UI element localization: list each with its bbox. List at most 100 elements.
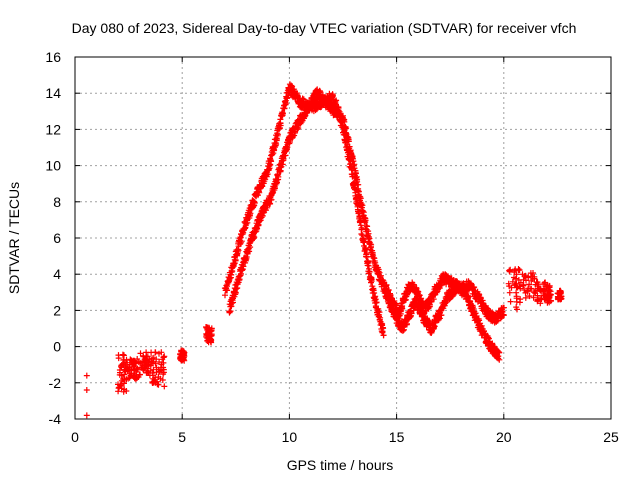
data-point xyxy=(126,364,133,371)
data-point xyxy=(333,97,340,104)
data-point xyxy=(505,280,512,287)
data-point xyxy=(546,282,553,289)
data-point xyxy=(159,356,166,363)
data-point xyxy=(526,293,533,299)
data-point xyxy=(547,291,554,298)
data-point xyxy=(158,361,165,368)
data-point xyxy=(495,348,502,355)
data-point xyxy=(115,385,122,392)
data-point xyxy=(521,287,528,293)
data-point xyxy=(438,312,445,319)
data-point xyxy=(522,294,529,301)
data-point xyxy=(155,374,162,380)
data-point xyxy=(368,241,375,248)
data-point xyxy=(364,260,371,267)
data-point xyxy=(399,305,406,312)
data-point xyxy=(524,287,531,294)
y-tick-label: 4 xyxy=(53,266,61,282)
y-tick-label: -4 xyxy=(49,411,62,427)
data-point xyxy=(137,371,143,378)
data-point xyxy=(150,354,157,361)
data-point xyxy=(465,293,472,300)
x-tick-label: 15 xyxy=(389,429,405,445)
data-point xyxy=(230,299,236,306)
data-point xyxy=(481,328,487,334)
data-point xyxy=(144,353,151,360)
y-tick-label: 8 xyxy=(53,194,61,210)
data-point xyxy=(120,388,127,395)
data-point xyxy=(142,362,149,369)
data-point xyxy=(123,376,130,383)
data-point xyxy=(116,367,123,373)
data-point xyxy=(385,286,392,293)
x-tick-label: 25 xyxy=(603,429,619,445)
y-tick-label: 16 xyxy=(45,49,61,65)
data-point xyxy=(541,286,547,293)
data-point xyxy=(137,350,144,357)
data-point xyxy=(362,217,369,224)
x-axis-label: GPS time / hours xyxy=(287,457,394,473)
data-point xyxy=(232,257,239,264)
data-point xyxy=(251,234,258,241)
data-point xyxy=(404,320,410,327)
data-point xyxy=(544,295,551,302)
data-point xyxy=(557,295,564,302)
x-tick-label: 0 xyxy=(71,429,79,445)
data-point xyxy=(355,181,362,188)
data-point xyxy=(83,412,90,419)
data-point xyxy=(178,353,185,360)
data-point xyxy=(522,272,529,279)
y-tick-label: 6 xyxy=(53,230,61,246)
data-point xyxy=(513,271,520,278)
data-point xyxy=(497,315,504,322)
data-point xyxy=(516,267,523,273)
data-point xyxy=(530,294,537,301)
data-point xyxy=(530,270,536,276)
data-point xyxy=(281,105,288,112)
data-point xyxy=(158,367,165,374)
data-point xyxy=(160,371,167,378)
data-point xyxy=(150,372,156,379)
data-point xyxy=(415,288,422,295)
data-point xyxy=(496,356,503,363)
data-point xyxy=(115,352,122,359)
data-point xyxy=(121,352,127,359)
data-point xyxy=(142,356,149,363)
data-point xyxy=(208,325,215,332)
data-point xyxy=(247,244,254,251)
data-point xyxy=(204,338,211,344)
y-tick-label: 10 xyxy=(45,158,61,174)
data-point xyxy=(83,387,90,393)
data-point xyxy=(534,297,541,304)
data-point xyxy=(155,381,162,388)
data-point xyxy=(520,282,527,289)
data-point xyxy=(268,158,275,165)
data-point xyxy=(277,122,284,129)
data-point xyxy=(161,383,168,390)
data-point xyxy=(203,330,210,337)
data-point xyxy=(143,349,150,356)
data-point xyxy=(534,287,541,294)
data-point xyxy=(431,323,438,330)
data-point xyxy=(152,360,159,367)
data-point xyxy=(341,118,348,125)
data-point xyxy=(534,279,541,286)
data-point xyxy=(513,284,520,291)
data-point xyxy=(123,388,130,394)
data-point xyxy=(256,218,263,225)
data-point xyxy=(364,223,371,230)
data-point xyxy=(513,289,520,296)
data-point xyxy=(226,308,233,315)
data-point xyxy=(251,200,258,206)
data-point xyxy=(376,309,383,316)
data-point xyxy=(228,300,235,307)
data-point xyxy=(513,304,520,311)
data-point xyxy=(359,202,366,209)
y-axis-label: SDTVAR / TECUs xyxy=(6,182,22,294)
data-points xyxy=(83,81,565,419)
data-point xyxy=(160,366,167,373)
data-point xyxy=(485,334,492,341)
data-point xyxy=(246,248,253,255)
axis-ticks: 0 5 10 15 20 25 -4 -2 0 2 4 6 8 10 12 14 16 xyxy=(45,49,619,445)
data-point xyxy=(127,356,134,363)
